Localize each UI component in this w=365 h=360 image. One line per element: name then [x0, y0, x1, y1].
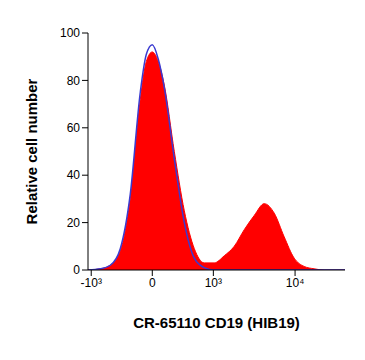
svg-text:10⁴: 10⁴ — [286, 276, 305, 290]
svg-text:20: 20 — [67, 216, 81, 230]
svg-text:-10³: -10³ — [81, 276, 102, 290]
svg-text:Relative cell number: Relative cell number — [23, 78, 40, 224]
svg-text:100: 100 — [60, 26, 80, 40]
svg-text:0: 0 — [73, 263, 80, 277]
svg-text:60: 60 — [67, 121, 81, 135]
svg-text:CR-65110 CD19 (HIB19): CR-65110 CD19 (HIB19) — [133, 314, 300, 331]
svg-text:40: 40 — [67, 168, 81, 182]
svg-text:0: 0 — [149, 276, 156, 290]
svg-text:10³: 10³ — [205, 276, 222, 290]
svg-text:80: 80 — [67, 74, 81, 88]
